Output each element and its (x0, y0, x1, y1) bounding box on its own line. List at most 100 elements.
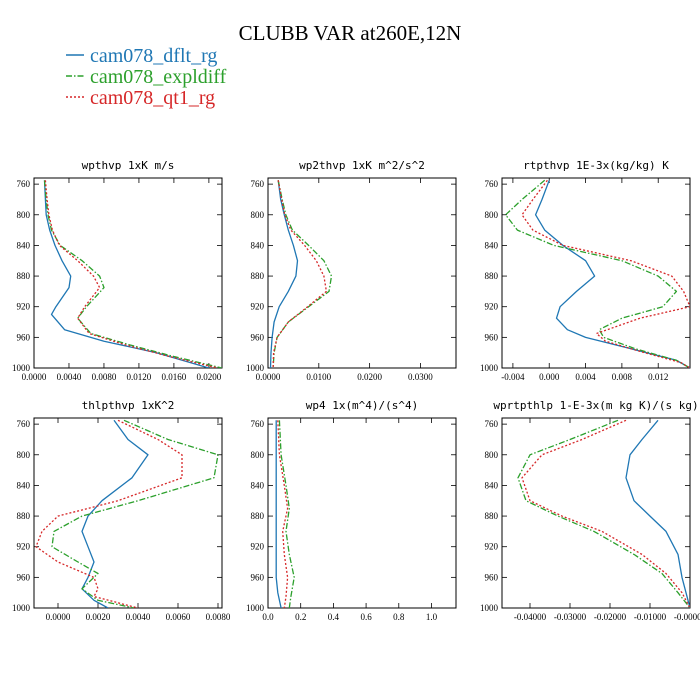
y-tick-label: 1000 (480, 603, 499, 613)
y-tick-label: 800 (17, 450, 31, 460)
y-tick-label: 800 (251, 450, 265, 460)
x-tick-label: -0.03000 (554, 612, 587, 622)
panel-frame (501, 177, 691, 369)
y-tick-label: 840 (485, 480, 499, 490)
series-line (51, 419, 219, 608)
legend-label: cam078_expldiff (90, 66, 227, 88)
x-tick-label: 0.0000 (256, 372, 281, 382)
y-tick-label: 760 (17, 419, 31, 429)
y-tick-label: 760 (17, 179, 31, 189)
y-tick-label: 1000 (12, 363, 31, 373)
panel-title: wp2thvp 1xK m^2/s^2 (299, 159, 425, 172)
x-tick-label: 0.0040 (57, 372, 82, 382)
series-line (269, 180, 299, 368)
series-line (504, 179, 690, 368)
chart-panel: wprtpthlp 1-E-3x(m kg K)/(s kg) 760 800 840… (480, 399, 700, 622)
chart-panel: thlpthvp 1xK^2 760 800 840 880 920 960 1000 0.00… (12, 399, 231, 622)
y-tick-label: 840 (17, 480, 31, 490)
x-tick-label: 0.0100 (306, 372, 331, 382)
x-tick-label: -0.04000 (514, 612, 547, 622)
y-tick-label: 760 (251, 419, 265, 429)
x-tick-label: 0.012 (648, 372, 668, 382)
y-tick-label: 960 (251, 572, 265, 582)
y-tick-label: 960 (485, 572, 499, 582)
figure-title: CLUBB VAR at260E,12N (239, 21, 462, 45)
series-line (534, 180, 690, 368)
series-line (625, 419, 690, 608)
chart-panel: rtpthvp 1E-3x(kg/kg) K 760 800 840 880 920 960… (480, 159, 691, 382)
y-tick-label: 1000 (246, 363, 265, 373)
x-tick-label: 0.0160 (162, 372, 187, 382)
x-tick-label: 0.8 (393, 612, 405, 622)
series-line (278, 420, 295, 608)
legend-entry: cam078_expldiff (66, 66, 227, 88)
series-line (277, 420, 289, 608)
y-tick-label: 920 (485, 302, 499, 312)
panel-title: wp4 1x(m^4)/(s^4) (306, 399, 419, 412)
panel-title: thlpthvp 1xK^2 (82, 399, 175, 412)
y-tick-label: 880 (485, 511, 499, 521)
y-tick-label: 760 (485, 419, 499, 429)
panel-frame (267, 177, 457, 369)
y-tick-label: 760 (485, 179, 499, 189)
series-line (43, 180, 222, 368)
y-tick-label: 840 (17, 240, 31, 250)
x-tick-label: -0.01000 (634, 612, 667, 622)
panel-frame (267, 417, 457, 609)
y-tick-label: 1000 (246, 603, 265, 613)
x-tick-label: 0.2 (295, 612, 306, 622)
x-tick-label: 0.0020 (86, 612, 111, 622)
x-tick-label: 0.0200 (357, 372, 382, 382)
y-tick-label: 920 (485, 542, 499, 552)
y-tick-label: 800 (17, 210, 31, 220)
y-tick-label: 840 (251, 240, 265, 250)
series-line (272, 180, 333, 368)
x-tick-label: 0.0080 (92, 372, 117, 382)
panel-title: rtpthvp 1E-3x(kg/kg) K (523, 159, 669, 172)
x-tick-label: 0.0080 (206, 612, 231, 622)
chart-panel: wpthvp 1xK m/s76080084088092096010000.00… (12, 159, 223, 382)
panel-frame (501, 417, 691, 609)
series-line (272, 180, 328, 368)
x-tick-label: 0.0 (262, 612, 274, 622)
legend-entry: cam078_dflt_rg (66, 45, 217, 67)
y-tick-label: 920 (251, 302, 265, 312)
legend: cam078_dflt_rg cam078_expldiff cam078_qt… (66, 45, 227, 109)
series-line (44, 180, 218, 368)
x-tick-label: 0.0040 (126, 612, 151, 622)
y-tick-label: 760 (251, 179, 265, 189)
series-line (521, 179, 690, 368)
y-tick-label: 920 (17, 542, 31, 552)
chart-panel: wp4 1x(m^4)/(s^4)76080084088092096010000… (246, 399, 457, 622)
y-tick-label: 960 (17, 332, 31, 342)
y-tick-label: 880 (17, 511, 31, 521)
y-tick-label: 840 (251, 480, 265, 490)
x-tick-label: 0.4 (328, 612, 340, 622)
x-tick-label: 0.0000 (46, 612, 71, 622)
legend-label: cam078_dflt_rg (90, 45, 217, 67)
series-line (521, 419, 690, 608)
panel-frame (33, 177, 223, 369)
panel-title: wpthvp 1xK m/s (82, 159, 175, 172)
series-line (275, 420, 282, 608)
y-tick-label: 1000 (12, 603, 31, 613)
x-tick-label: 0.004 (575, 372, 596, 382)
series-line (35, 419, 183, 608)
x-tick-label: -0.02000 (594, 612, 627, 622)
y-tick-label: 1000 (480, 363, 499, 373)
y-tick-label: 960 (17, 572, 31, 582)
chart-panels: wpthvp 1xK m/s76080084088092096010000.00… (12, 159, 700, 622)
series-line (43, 180, 210, 368)
x-tick-label: 0.0300 (408, 372, 433, 382)
x-tick-label: 0.008 (612, 372, 633, 382)
y-tick-label: 880 (485, 271, 499, 281)
x-tick-label: 0.0200 (197, 372, 222, 382)
series-line (517, 419, 690, 608)
chart-panel: wp2thvp 1xK m^2/s^2 760 800 840 880 920 960 100… (246, 159, 457, 382)
legend-entry: cam078_qt1_rg (66, 87, 215, 109)
y-tick-label: 880 (251, 511, 265, 521)
y-tick-label: 800 (485, 210, 499, 220)
x-tick-label: 0.6 (360, 612, 372, 622)
